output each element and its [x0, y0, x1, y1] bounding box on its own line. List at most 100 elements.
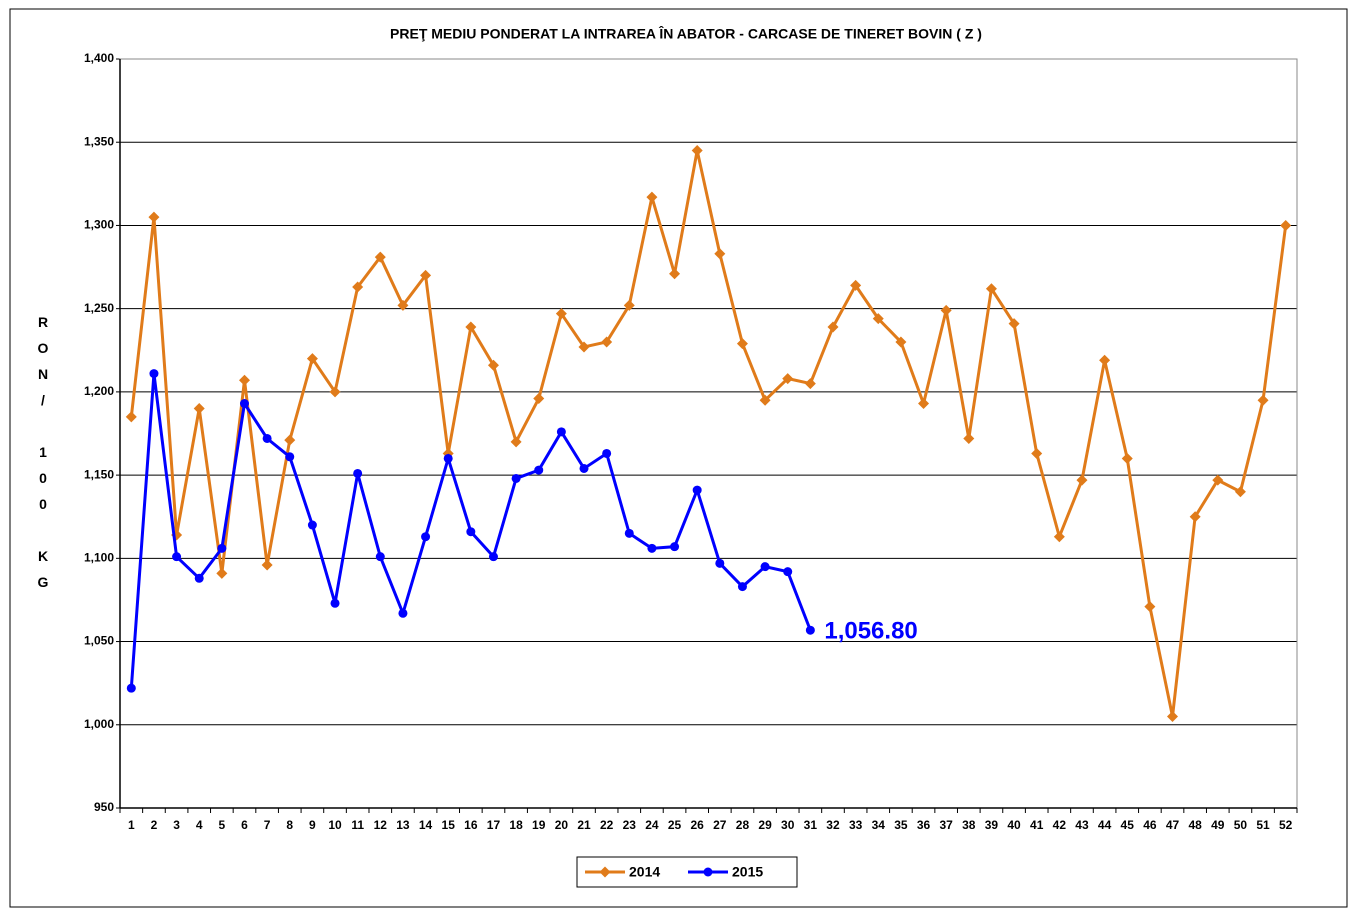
data-point [261, 559, 273, 571]
x-tick-label: 9 [309, 818, 316, 832]
data-point [963, 432, 975, 444]
data-point [352, 281, 364, 293]
data-point [872, 313, 884, 325]
data-point [149, 369, 159, 379]
data-point [1053, 531, 1065, 543]
data-point [307, 520, 317, 530]
data-point [398, 608, 408, 618]
y-tick-label: 1,050 [84, 634, 114, 648]
data-point [1099, 354, 1111, 366]
x-tick-label: 13 [396, 818, 410, 832]
data-point [510, 436, 522, 448]
x-tick-label: 50 [1234, 818, 1248, 832]
legend-label: 2014 [629, 864, 660, 880]
data-point [736, 338, 748, 350]
x-tick-label: 8 [286, 818, 293, 832]
data-point [783, 567, 793, 577]
x-tick-label: 48 [1188, 818, 1202, 832]
data-point [940, 304, 952, 316]
x-tick-label: 2 [151, 818, 158, 832]
data-point [578, 341, 590, 353]
data-point [670, 542, 680, 552]
data-point [1008, 318, 1020, 330]
x-tick-label: 47 [1166, 818, 1180, 832]
data-point [353, 468, 363, 478]
data-point [623, 299, 635, 311]
data-point [918, 398, 930, 410]
x-tick-label: 17 [487, 818, 501, 832]
x-tick-label: 3 [173, 818, 180, 832]
data-point [646, 191, 658, 203]
y-tick-label: 1,100 [84, 551, 114, 565]
data-point [488, 552, 498, 562]
x-tick-label: 22 [600, 818, 614, 832]
x-tick-label: 1 [128, 818, 135, 832]
x-tick-label: 49 [1211, 818, 1225, 832]
y-tick-label: 950 [94, 800, 114, 814]
data-point [330, 598, 340, 608]
data-point [985, 283, 997, 295]
data-point [238, 374, 250, 386]
x-tick-label: 5 [219, 818, 226, 832]
data-point [1257, 394, 1269, 406]
data-point [759, 394, 771, 406]
data-point [895, 336, 907, 348]
data-point [148, 211, 160, 223]
data-point [1031, 447, 1043, 459]
data-point [306, 353, 318, 365]
data-point [216, 567, 228, 579]
x-tick-label: 14 [419, 818, 433, 832]
x-tick-label: 33 [849, 818, 863, 832]
x-tick-label: 15 [442, 818, 456, 832]
data-point [692, 485, 702, 495]
data-point [126, 683, 136, 693]
data-point [511, 473, 521, 483]
x-tick-label: 31 [804, 818, 818, 832]
data-point [534, 465, 544, 475]
data-point [579, 463, 589, 473]
legend-marker [599, 866, 611, 878]
x-tick-label: 24 [645, 818, 659, 832]
y-tick-label: 1,000 [84, 717, 114, 731]
x-tick-label: 11 [351, 818, 364, 832]
x-tick-label: 12 [374, 818, 388, 832]
y-tick-label: 1,300 [84, 218, 114, 232]
data-point [804, 378, 816, 390]
y-tick-label: 1,400 [84, 51, 114, 65]
data-point [1234, 486, 1246, 498]
x-tick-label: 28 [736, 818, 750, 832]
data-point [1076, 474, 1088, 486]
x-tick-label: 43 [1075, 818, 1089, 832]
data-point [647, 543, 657, 553]
data-point [285, 452, 295, 462]
data-point [669, 268, 681, 280]
data-point [782, 373, 794, 385]
x-tick-label: 38 [962, 818, 976, 832]
x-tick-label: 41 [1030, 818, 1044, 832]
x-tick-label: 4 [196, 818, 203, 832]
x-tick-label: 52 [1279, 818, 1293, 832]
data-point [125, 411, 137, 423]
x-tick-label: 45 [1121, 818, 1135, 832]
x-tick-label: 44 [1098, 818, 1112, 832]
data-label: 1,056.80 [824, 618, 917, 645]
x-tick-label: 25 [668, 818, 682, 832]
data-point [624, 528, 634, 538]
x-tick-label: 10 [328, 818, 342, 832]
data-point [715, 558, 725, 568]
data-point [1167, 710, 1179, 722]
data-point [1280, 219, 1292, 231]
x-tick-label: 42 [1053, 818, 1067, 832]
data-point [601, 336, 613, 348]
data-point [329, 386, 341, 398]
x-tick-label: 39 [985, 818, 999, 832]
chart-frame [9, 8, 1348, 908]
y-tick-label: 1,150 [84, 467, 114, 481]
data-point [533, 393, 545, 405]
legend-marker [703, 867, 713, 877]
x-tick-label: 16 [464, 818, 478, 832]
data-point [217, 543, 227, 553]
data-point [1189, 511, 1201, 523]
